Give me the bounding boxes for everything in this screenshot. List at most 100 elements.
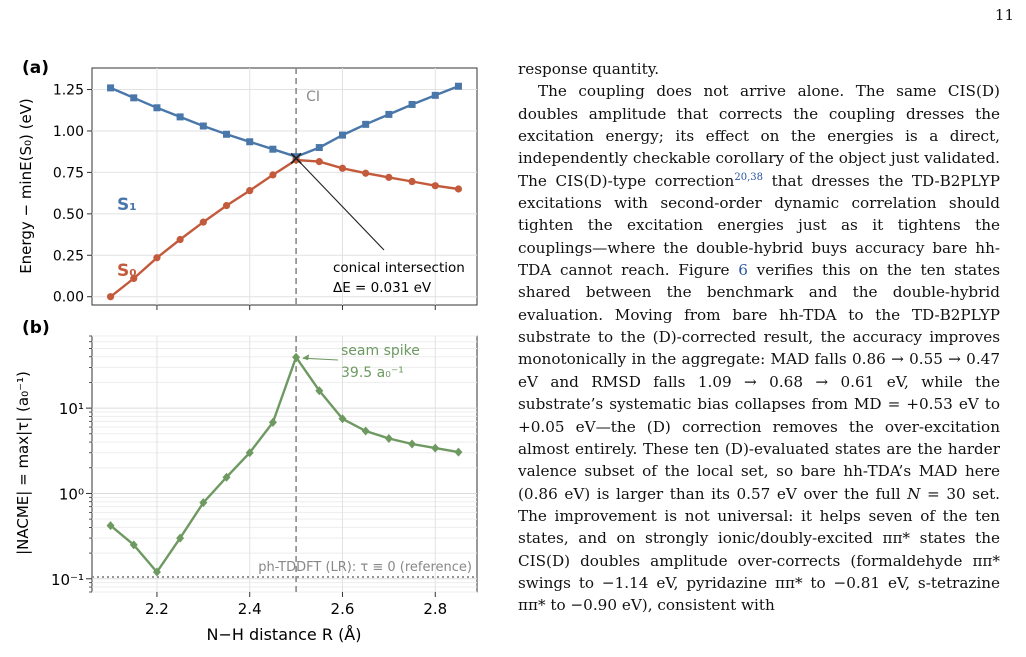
x-tick-label: 2.8: [423, 600, 447, 618]
figure: (a) 0.00 0.25 0.50 0.75 1.00 1.25 Energy − mi…: [14, 58, 478, 644]
data-point: [385, 173, 393, 181]
panel-a-label: (a): [22, 58, 49, 78]
data-point: [199, 122, 207, 130]
data-point: [362, 120, 370, 128]
figure-svg: (a) 0.00 0.25 0.50 0.75 1.00 1.25 Energy − mi…: [14, 58, 478, 644]
y-tick-label: 10¹: [59, 400, 84, 418]
series-line: [109, 354, 459, 574]
x-tick-label: 2.2: [145, 600, 169, 618]
data-point: [152, 567, 161, 577]
data-point: [385, 110, 393, 118]
data-point: [338, 414, 347, 424]
math-symbol: N: [907, 484, 921, 503]
seam-spike-arrowhead: [302, 354, 310, 361]
paragraph-text: that dresses the TD-B2PLYP excitations w…: [518, 171, 1000, 280]
s1-label: S₁: [117, 195, 137, 215]
data-point: [338, 164, 347, 172]
data-point: [176, 235, 184, 244]
x-tick-label: 2.4: [238, 600, 262, 618]
data-point: [292, 156, 300, 164]
data-point: [199, 498, 208, 508]
y-tick-label: 0.00: [53, 290, 84, 306]
seam-spike-arrow: [303, 357, 339, 361]
y-tick-label: 0.25: [53, 248, 84, 264]
data-point: [361, 426, 370, 436]
panel-b-series: [106, 352, 463, 577]
data-point: [106, 521, 115, 531]
panel-b-xlabel: N−H distance R (Å): [206, 625, 361, 644]
paragraph-text: The coupling does not arrive alone. The …: [518, 82, 1000, 190]
data-point: [222, 472, 231, 482]
paragraph-text: verifies this on the ten states shared b…: [518, 261, 1000, 503]
paragraph: The coupling does not arrive alone. The …: [518, 80, 1000, 616]
data-point: [315, 386, 324, 396]
data-point: [153, 254, 161, 262]
y-tick-label: 10⁰: [59, 485, 84, 503]
citation-link[interactable]: 20,38: [734, 171, 763, 183]
series-line: [109, 158, 459, 298]
data-point: [454, 185, 463, 193]
y-tick-label: 0.75: [53, 165, 84, 181]
y-tick-label: 0.50: [53, 207, 84, 223]
reference-label: ph-TDDFT (LR): τ ≡ 0 (reference): [258, 560, 472, 575]
data-point: [106, 293, 115, 301]
data-point: [315, 158, 323, 166]
data-point: [130, 274, 138, 283]
data-point: [222, 201, 231, 210]
data-point: [269, 171, 277, 179]
panel-b-ticks: 10⁻¹ 10⁰ 10¹ 2.2 2.4 2.6 2.8: [51, 335, 447, 618]
seam-spike-value: 39.5 a₀⁻¹: [341, 365, 404, 381]
y-tick-label: 1.00: [53, 124, 84, 140]
paragraph-fragment: response quantity.: [518, 60, 660, 78]
data-point: [130, 94, 138, 102]
data-point: [431, 91, 439, 99]
panel-b-label: (b): [22, 318, 50, 338]
panel-a-ci-label: CI: [306, 89, 320, 105]
series-line: [110, 85, 459, 158]
y-tick-label: 10⁻¹: [51, 571, 84, 589]
x-tick-label: 2.6: [331, 600, 355, 618]
data-point: [408, 177, 416, 186]
panel-a: (a) 0.00 0.25 0.50 0.75 1.00 1.25 Energy − mi…: [17, 58, 478, 310]
data-point: [454, 82, 462, 90]
body-text: response quantity. The coupling does not…: [518, 58, 1000, 617]
data-point: [315, 144, 323, 152]
paragraph-text: = 30 set. The improvement is not univers…: [518, 484, 1000, 615]
conical-intersection-label: conical intersection: [333, 260, 465, 276]
data-point: [431, 443, 440, 453]
data-point: [338, 131, 346, 139]
panel-a-ticks: 0.00 0.25 0.50 0.75 1.00 1.25: [53, 83, 436, 310]
data-point: [292, 352, 301, 362]
panel-a-grid: [92, 68, 477, 305]
page-number: 11: [994, 6, 1014, 24]
conical-intersection-arrow: [297, 159, 385, 251]
delta-e-label: ΔE = 0.031 eV: [333, 280, 432, 296]
data-point: [246, 138, 254, 146]
data-point: [176, 113, 184, 121]
panel-a-frame: [91, 67, 478, 306]
data-point: [107, 84, 115, 92]
panel-a-ylabel: Energy − minE(S₀) (eV): [17, 98, 35, 274]
panel-b-frame: [91, 335, 478, 593]
data-point: [431, 182, 439, 190]
data-point: [408, 439, 417, 449]
data-point: [176, 533, 185, 543]
data-point: [268, 417, 277, 427]
figure-link[interactable]: 6: [738, 261, 748, 280]
panel-b-ylabel: |NACME| = max|τ| (a₀⁻¹): [14, 371, 32, 555]
data-point: [362, 169, 370, 177]
data-point: [454, 447, 463, 457]
data-point: [384, 434, 393, 444]
s0-label: S₀: [117, 261, 137, 281]
data-point: [246, 187, 254, 195]
panel-a-series: [106, 82, 463, 301]
data-point: [245, 448, 254, 458]
data-point: [223, 130, 231, 138]
seam-spike-label: seam spike: [341, 343, 420, 359]
panel-b: (b) 10⁻¹ 10⁰ 10¹ 2.2 2.4 2.6 2.8 |NACME| = max…: [14, 318, 478, 644]
data-point: [129, 540, 138, 550]
data-point: [269, 145, 277, 153]
data-point: [199, 218, 207, 226]
data-point: [408, 100, 416, 108]
data-point: [153, 104, 161, 112]
